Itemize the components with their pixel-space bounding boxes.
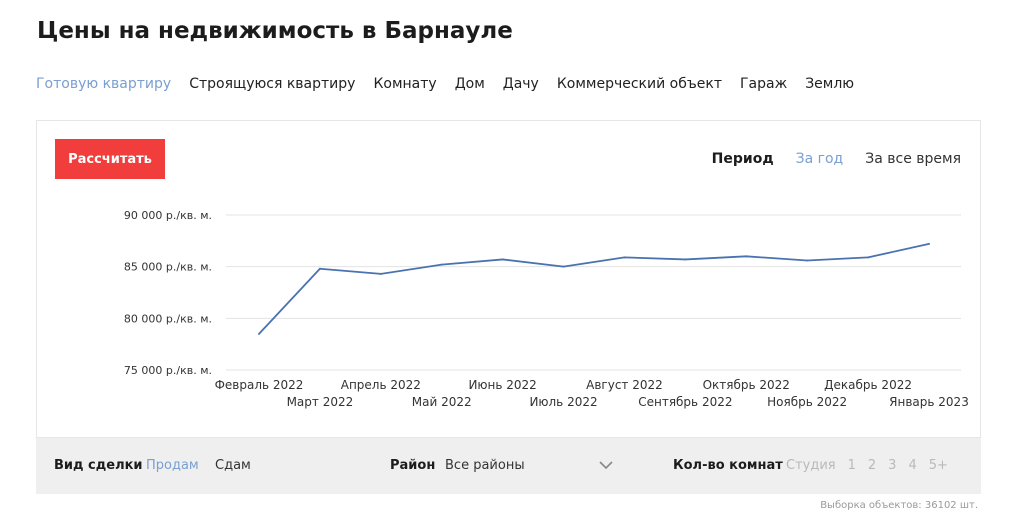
x-tick-label: Апрель 2022 (341, 378, 421, 392)
y-tick-label: 80 000 р./кв. м. (124, 312, 212, 325)
tab-ready-apartment[interactable]: Готовую квартиру (36, 76, 172, 92)
tab-room[interactable]: Комнату (373, 76, 437, 92)
x-tick-label: Январь 2023 (889, 395, 969, 409)
tab-land[interactable]: Землю (805, 76, 855, 92)
rooms-option-1[interactable]: 1 (847, 458, 856, 473)
x-tick-label: Июль 2022 (529, 395, 597, 409)
y-tick-label: 90 000 р./кв. м. (124, 209, 212, 222)
data-point (623, 256, 626, 259)
rooms-option-3[interactable]: 3 (888, 458, 897, 473)
tab-garage[interactable]: Гараж (739, 76, 788, 92)
chart-series (258, 242, 930, 335)
x-tick-label: Март 2022 (287, 395, 354, 409)
data-point (379, 272, 382, 275)
rooms-label: Кол-во комнат (673, 458, 783, 473)
data-point (928, 242, 930, 245)
rooms-option-5plus[interactable]: 5+ (928, 458, 948, 473)
y-tick-label: 75 000 р./кв. м. (124, 364, 212, 377)
property-type-tabs: Готовую квартиру Строящуюся квартиру Ком… (36, 74, 854, 94)
data-point (684, 258, 687, 261)
data-point (806, 259, 809, 262)
data-point (562, 265, 565, 268)
sample-count: Выборка объектов: 36102 шт. (820, 500, 978, 511)
tab-house[interactable]: Дом (454, 76, 485, 92)
data-point (501, 258, 504, 261)
period-label: Период (711, 151, 774, 167)
data-point (867, 256, 870, 259)
x-tick-label: Сентябрь 2022 (638, 395, 732, 409)
rooms-option-2[interactable]: 2 (867, 458, 877, 473)
rooms-options: Студия 1 2 3 4 5+ (786, 458, 948, 473)
deal-type-label: Вид сделки (54, 458, 143, 473)
data-point (258, 332, 260, 335)
tab-commercial[interactable]: Коммерческий объект (556, 76, 722, 92)
deal-option-rent[interactable]: Сдам (215, 458, 251, 473)
x-tick-label: Ноябрь 2022 (767, 395, 847, 409)
y-axis-ticks: 90 000 р./кв. м. 85 000 р./кв. м. 80 000 р… (124, 209, 212, 377)
x-tick-label: Февраль 2022 (215, 378, 304, 392)
x-tick-label: Июнь 2022 (468, 378, 536, 392)
deal-option-sell[interactable]: Продам (146, 458, 199, 473)
tab-new-apartment[interactable]: Строящуюся квартиру (189, 76, 356, 92)
x-tick-label: Август 2022 (586, 378, 663, 392)
page-title: Цены на недвижимость в Барнауле (37, 18, 513, 44)
data-point (745, 255, 748, 258)
period-selector: Период За год За все время (712, 151, 961, 167)
x-tick-label: Октябрь 2022 (703, 378, 790, 392)
period-option-year[interactable]: За год (795, 151, 844, 167)
x-tick-label: Декабрь 2022 (824, 378, 912, 392)
chart-gridlines (226, 214, 961, 371)
rooms-option-studio[interactable]: Студия (786, 458, 836, 473)
tab-dacha[interactable]: Дачу (502, 76, 539, 92)
chart-panel (36, 120, 981, 438)
chevron-down-icon[interactable] (599, 460, 613, 470)
x-tick-label: Май 2022 (412, 395, 472, 409)
data-point (440, 263, 443, 266)
district-select[interactable]: Все районы (445, 458, 525, 473)
series-line (258, 243, 930, 335)
calculate-button[interactable]: Рассчитать (55, 139, 165, 179)
rooms-option-4[interactable]: 4 (908, 458, 917, 473)
period-option-all-time[interactable]: За все время (865, 151, 961, 167)
y-tick-label: 85 000 р./кв. м. (124, 261, 212, 274)
district-label: Район (390, 458, 436, 473)
x-axis-ticks: Февраль 2022 Март 2022 Апрель 2022 Май 2022… (215, 378, 969, 409)
data-point (318, 267, 321, 270)
filters-bar: Вид сделки Продам Сдам Район Все районы … (36, 438, 981, 494)
